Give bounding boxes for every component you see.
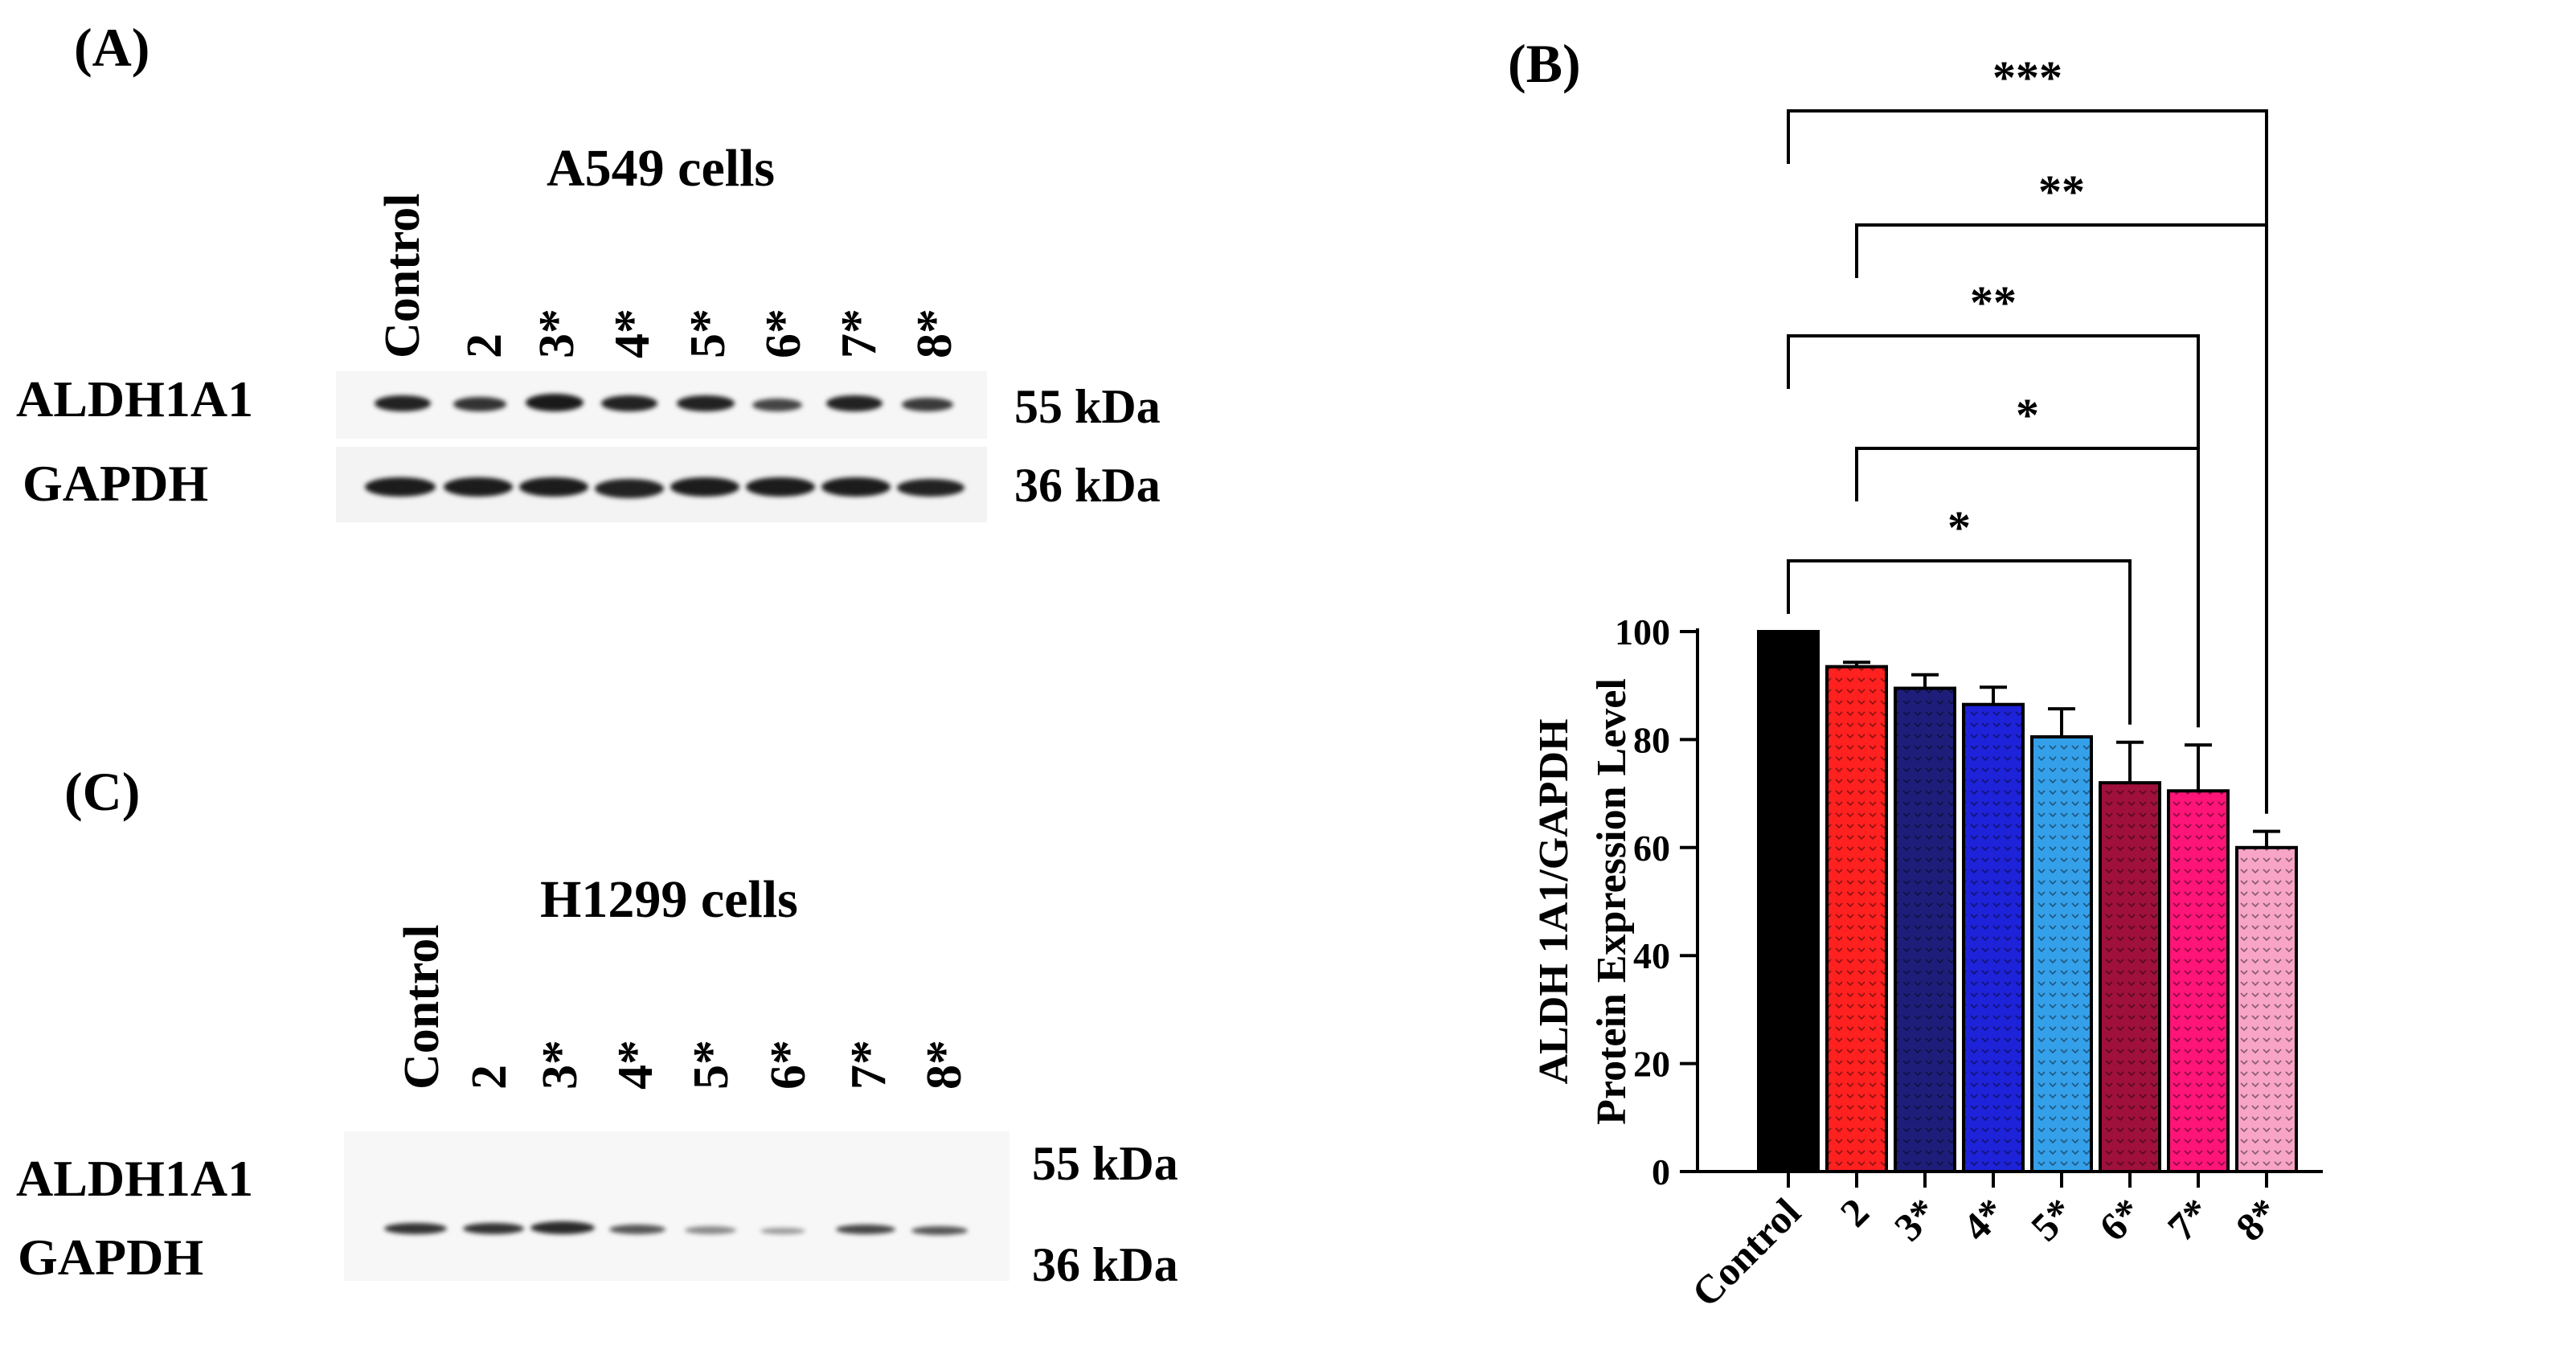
marker-55kda: 55 kDa [1032,1137,1178,1190]
western-band [902,398,953,411]
panel-b-label: (B) [1508,33,1581,94]
blot-aldh1a1-a549 [336,371,987,439]
significance-bracket [1787,109,2268,814]
y-tick-label: 80 [1633,719,1670,760]
western-band [677,395,735,411]
western-band [670,477,739,497]
significance-label: * [2016,389,2039,441]
western-band [519,477,588,497]
blot-gapdh-a549 [336,447,987,522]
western-band [595,479,664,498]
blot-h1299 [344,1131,1010,1281]
western-band [685,1226,736,1234]
protein-label-gapdh: GAPDH [23,455,209,512]
western-band [601,395,657,411]
significance-bracket [1787,334,2200,728]
bar-texture [2169,791,2228,1172]
western-band [826,395,883,411]
bar-texture [2100,783,2160,1172]
bar-texture [1827,666,1886,1172]
western-band [530,1221,595,1234]
western-band [384,1223,447,1234]
western-band [911,1226,968,1235]
significance-bracket [1855,447,2200,728]
x-tick-label: 6* [2091,1189,2151,1249]
significance-bracket [1787,559,2132,725]
bar-texture [1964,704,2023,1172]
y-tick-label: 100 [1615,611,1670,652]
western-band [463,1223,524,1234]
significance-label: * [1947,501,1971,554]
x-tick-label: 8* [2227,1189,2287,1249]
western-band [752,399,802,411]
panel-c-label: (C) [64,761,141,822]
western-band [746,477,815,497]
x-tick-label: 2 [1832,1189,1878,1235]
y-tick-label: 20 [1633,1044,1670,1085]
western-band [760,1228,805,1234]
x-tick-label: 4* [1954,1189,2014,1249]
x-tick-label: Control [1683,1189,1809,1315]
y-axis-label: Protein Expression Level [1589,678,1635,1125]
y-axis-label: ALDH 1A1/GAPDH [1531,719,1577,1085]
western-band [453,397,506,411]
panel-a-label: (A) [74,17,150,78]
bar-texture [2237,847,2296,1172]
bar-texture [2032,737,2091,1172]
western-band [365,477,436,497]
western-band [375,395,431,411]
x-tick-label: 7* [2159,1189,2219,1249]
panel-c-title: H1299 cells [540,870,798,929]
western-band [897,479,964,497]
y-tick-label: 60 [1633,828,1670,869]
western-band [836,1225,895,1234]
protein-label-aldh1a1: ALDH1A1 [16,1150,254,1207]
marker-36kda: 36 kDa [1014,459,1161,512]
significance-label: ** [1970,276,2017,329]
western-band [821,477,891,497]
x-tick-label: 3* [1886,1189,1946,1249]
y-tick-label: 40 [1633,935,1670,976]
bar [1757,630,1820,1173]
significance-label: *** [1992,51,2062,104]
bar-texture [1895,688,1955,1172]
protein-label-gapdh: GAPDH [18,1229,204,1286]
panel-a-title: A549 cells [547,139,776,198]
x-tick-label: 5* [2022,1189,2083,1249]
western-band [609,1225,666,1234]
y-tick-label: 0 [1652,1151,1670,1192]
marker-55kda: 55 kDa [1014,380,1161,433]
marker-36kda: 36 kDa [1032,1238,1178,1291]
significance-label: ** [2038,166,2085,218]
western-band [526,394,584,411]
western-band [444,477,513,497]
protein-label-aldh1a1: ALDH1A1 [16,370,254,427]
